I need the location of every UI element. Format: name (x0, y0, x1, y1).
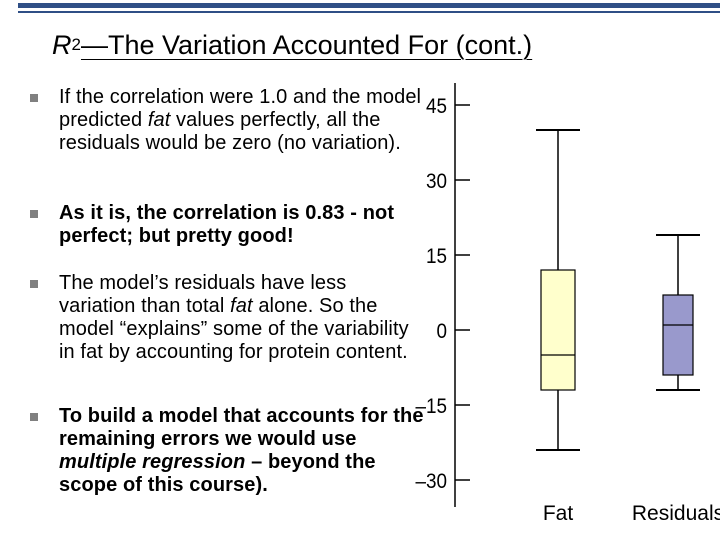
italic-term: fat (147, 109, 171, 131)
slide-title: R2—The Variation Accounted For (cont.) (52, 30, 532, 61)
title-superscript: 2 (71, 35, 81, 54)
bullet-text: The model’s residuals have less variatio… (59, 272, 425, 364)
title-text: —The Variation Accounted For (cont.) (80, 30, 533, 60)
italic-term: fat (230, 295, 253, 317)
y-tick-label: –30 (415, 470, 447, 493)
category-label: Fat (543, 502, 574, 525)
bullet-item: To build a model that accounts for the r… (30, 405, 425, 497)
text-segment: alone. So the model “explains” some of t… (59, 295, 409, 363)
y-tick-label: 0 (436, 320, 447, 343)
bullet-square-icon (30, 413, 38, 421)
header-rule (18, 11, 720, 13)
text-segment: The model’s residuals have less variatio… (59, 272, 347, 317)
text-segment: As it is, the correlation is 0.83 - not … (59, 202, 395, 247)
y-tick-label: –15 (415, 395, 447, 418)
y-tick-label: 30 (426, 170, 447, 193)
italic-term: multiple regression (59, 451, 246, 473)
bullet-square-icon (30, 94, 38, 102)
box-fat (540, 269, 576, 391)
bullet-item: As it is, the correlation is 0.83 - not … (30, 202, 425, 248)
bullet-item: If the correlation were 1.0 and the mode… (30, 86, 425, 155)
text-segment: values perfectly, all the residuals woul… (59, 109, 401, 154)
bullet-text: As it is, the correlation is 0.83 - not … (59, 202, 425, 248)
bullet-text: To build a model that accounts for the r… (59, 405, 425, 497)
header-bar (18, 3, 720, 8)
boxplot-chart: 45 30 15 0 –15 –30 Fat Residuals (415, 83, 720, 525)
bullet-item: The model’s residuals have less variatio… (30, 272, 425, 364)
bullet-text: If the correlation were 1.0 and the mode… (59, 86, 425, 155)
bullet-square-icon (30, 210, 38, 218)
title-r: R (52, 30, 72, 60)
y-tick-label: 45 (426, 95, 447, 118)
text-segment: – beyond the scope of this course). (59, 451, 376, 496)
bullet-square-icon (30, 280, 38, 288)
y-tick-label: 15 (426, 245, 447, 268)
text-segment: If the correlation were 1.0 and the mode… (59, 86, 422, 131)
category-label: Residuals (632, 502, 720, 525)
box-residuals (662, 294, 694, 376)
text-segment: To build a model that accounts for the r… (59, 405, 424, 450)
